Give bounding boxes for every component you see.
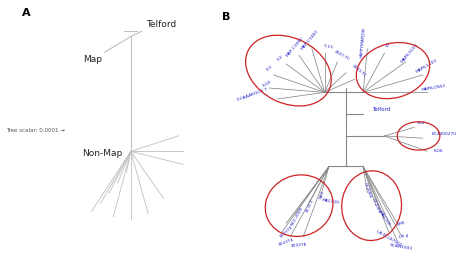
Text: EC4400270: EC4400270 bbox=[431, 132, 456, 136]
Text: NE2-2000: NE2-2000 bbox=[290, 206, 304, 227]
Text: F-11: F-11 bbox=[324, 44, 334, 49]
Text: 2003-TC: 2003-TC bbox=[351, 63, 367, 78]
Text: MAPK-1103: MAPK-1103 bbox=[416, 58, 438, 74]
Text: K-10: K-10 bbox=[262, 80, 272, 88]
Text: LA PCL87060: LA PCL87060 bbox=[375, 229, 402, 247]
Text: MAP-C1083: MAP-C1083 bbox=[300, 29, 319, 51]
Text: 30-H-1: 30-H-1 bbox=[305, 198, 315, 213]
Text: ECAAARGOS 7: ECAAARGOS 7 bbox=[237, 87, 268, 102]
Text: Telford: Telford bbox=[146, 20, 176, 29]
Text: MAP-C1082: MAP-C1082 bbox=[285, 36, 304, 57]
Text: LR 4: LR 4 bbox=[399, 234, 409, 239]
Text: BRK: BRK bbox=[397, 220, 406, 227]
Text: IE3: IE3 bbox=[265, 65, 273, 72]
Text: S04: S04 bbox=[416, 121, 425, 125]
Text: CF2088: CF2088 bbox=[371, 197, 381, 214]
Text: Tree scalar: 0.0001 →: Tree scalar: 0.0001 → bbox=[7, 128, 65, 133]
Text: MAC106: MAC106 bbox=[378, 210, 391, 227]
Text: K1: K1 bbox=[386, 41, 392, 48]
Text: HAPPYMAPJOB: HAPPYMAPJOB bbox=[360, 27, 366, 58]
Text: BCAN1003: BCAN1003 bbox=[390, 243, 413, 251]
Text: Telford: Telford bbox=[372, 107, 390, 112]
Text: MAPK-CN62: MAPK-CN62 bbox=[421, 84, 446, 92]
Text: 103374: 103374 bbox=[278, 238, 295, 247]
Text: B: B bbox=[222, 12, 231, 22]
Text: 2007-TC: 2007-TC bbox=[333, 49, 350, 62]
Text: MAPK-9104: MAPK-9104 bbox=[401, 43, 419, 64]
Text: CF2084: CF2084 bbox=[363, 182, 372, 199]
Text: Non-Map: Non-Map bbox=[82, 149, 122, 158]
Text: IE2: IE2 bbox=[276, 54, 284, 61]
Text: NE3: NE3 bbox=[319, 190, 326, 200]
Text: K.06: K.06 bbox=[433, 149, 443, 153]
Text: 103378: 103378 bbox=[291, 242, 308, 248]
Text: MAC109: MAC109 bbox=[322, 198, 340, 205]
Text: A: A bbox=[22, 8, 30, 18]
Text: 103379: 103379 bbox=[279, 225, 294, 239]
Text: Map: Map bbox=[83, 55, 102, 64]
